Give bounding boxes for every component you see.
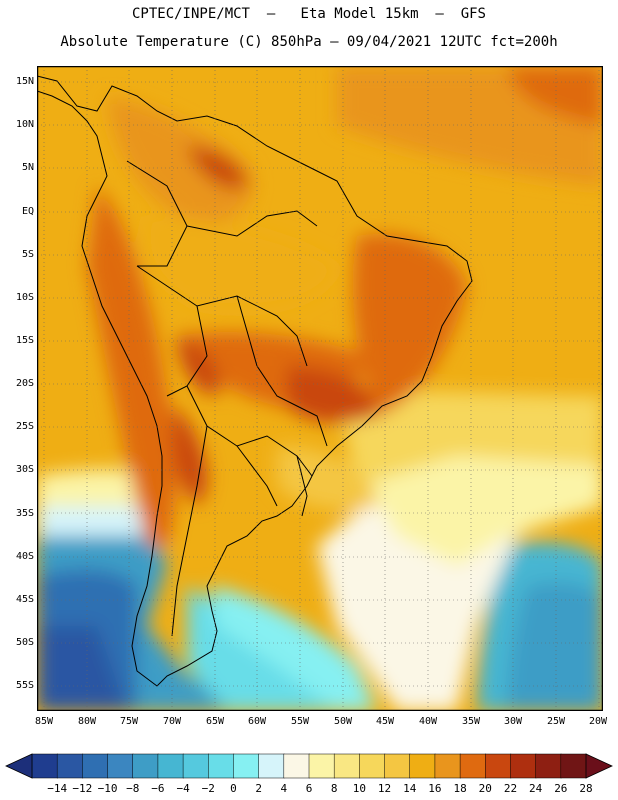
colorbar-label: 28	[579, 782, 593, 795]
map-title-source: CPTEC/INPE/MCT – Eta Model 15km – GFS	[131, 6, 486, 22]
lat-label: 25S	[15, 421, 34, 432]
temperature-field	[37, 66, 603, 711]
map-border	[37, 66, 603, 711]
colorbar-label: 4	[280, 782, 288, 795]
colorbar-swatch	[283, 753, 310, 779]
colorbar-swatch	[56, 753, 84, 779]
lat-label: 50S	[15, 637, 34, 648]
lon-label: 50W	[333, 716, 353, 727]
colorbar-label: 24	[529, 782, 543, 795]
colorbar-label: 10	[352, 782, 366, 795]
lon-label: 60W	[247, 716, 267, 727]
colorbar-swatch	[107, 753, 134, 779]
colorbar-label: −2	[201, 782, 215, 795]
colorbar-min-arrow	[5, 753, 33, 779]
colorbar-swatch	[233, 753, 260, 779]
colorbar-label: −12	[72, 782, 93, 795]
lat-label: 30S	[15, 464, 34, 475]
colorbar-swatch	[510, 753, 537, 779]
temperature-map	[37, 66, 603, 711]
coastlines	[37, 75, 473, 687]
colorbar-swatch	[359, 753, 386, 779]
colorbar-max-arrow	[585, 753, 613, 779]
lat-label: 15S	[15, 335, 34, 346]
colorbar-swatch	[132, 753, 159, 779]
lat-label: 15N	[15, 76, 34, 87]
lat-label: 10S	[15, 292, 34, 303]
colorbar-swatch	[535, 753, 562, 779]
lon-label: 80W	[77, 716, 97, 727]
colorbar-swatch	[384, 753, 411, 779]
colorbar-label: 20	[478, 782, 492, 795]
colorbar-label: −4	[176, 782, 190, 795]
lon-label: 65W	[205, 716, 225, 727]
lon-label: 35W	[461, 716, 481, 727]
colorbar-label: −8	[126, 782, 140, 795]
lat-label: 55S	[15, 680, 34, 691]
colorbar-swatch	[308, 753, 335, 779]
lat-label: 45S	[15, 594, 34, 605]
lon-label: 55W	[290, 716, 310, 727]
colorbar-swatch	[258, 753, 285, 779]
lon-label: 30W	[503, 716, 523, 727]
colorbar-swatch	[459, 753, 487, 779]
colorbar-swatch	[333, 753, 361, 779]
colorbar-label: 8	[330, 782, 338, 795]
colorbar-label: −14	[47, 782, 68, 795]
lon-label: 45W	[375, 716, 395, 727]
colorbar-label: 6	[305, 782, 313, 795]
lat-label: 40S	[15, 551, 34, 562]
colorbar-swatch	[31, 753, 58, 779]
lon-label: 25W	[546, 716, 566, 727]
colorbar-label: 16	[428, 782, 442, 795]
lon-label: 85W	[34, 716, 54, 727]
colorbar-label: −10	[97, 782, 118, 795]
lat-label: 35S	[15, 508, 34, 519]
colorbar-swatch	[485, 753, 512, 779]
colorbar-swatch	[208, 753, 235, 779]
colorbar-swatch	[182, 753, 210, 779]
colorbar-label: 18	[453, 782, 467, 795]
lat-label: EQ	[21, 206, 34, 217]
colorbar-swatch	[560, 753, 587, 779]
lat-label: 5N	[21, 162, 34, 173]
colorbar-label: 12	[377, 782, 392, 795]
temperature-colorbar	[5, 753, 613, 779]
lon-label: 20W	[588, 716, 608, 727]
colorbar-label: 26	[554, 782, 568, 795]
colorbar-swatch	[434, 753, 461, 779]
lon-label: 75W	[119, 716, 139, 727]
colorbar-swatch	[157, 753, 184, 779]
colorbar-swatch	[82, 753, 109, 779]
colorbar-label: 14	[403, 782, 417, 795]
colorbar-label: −6	[151, 782, 165, 795]
colorbar-label: 0	[230, 782, 237, 795]
lon-label: 40W	[418, 716, 438, 727]
lon-label: 70W	[162, 716, 182, 727]
lat-label: 10N	[15, 119, 34, 130]
colorbar-label: 2	[255, 782, 262, 795]
lat-label: 5S	[21, 249, 34, 260]
lat-label: 20S	[15, 378, 34, 389]
map-title-field: Absolute Temperature (C) 850hPa – 09/04/…	[60, 34, 558, 50]
colorbar-swatch	[409, 753, 436, 779]
colorbar-label: 22	[503, 782, 518, 795]
